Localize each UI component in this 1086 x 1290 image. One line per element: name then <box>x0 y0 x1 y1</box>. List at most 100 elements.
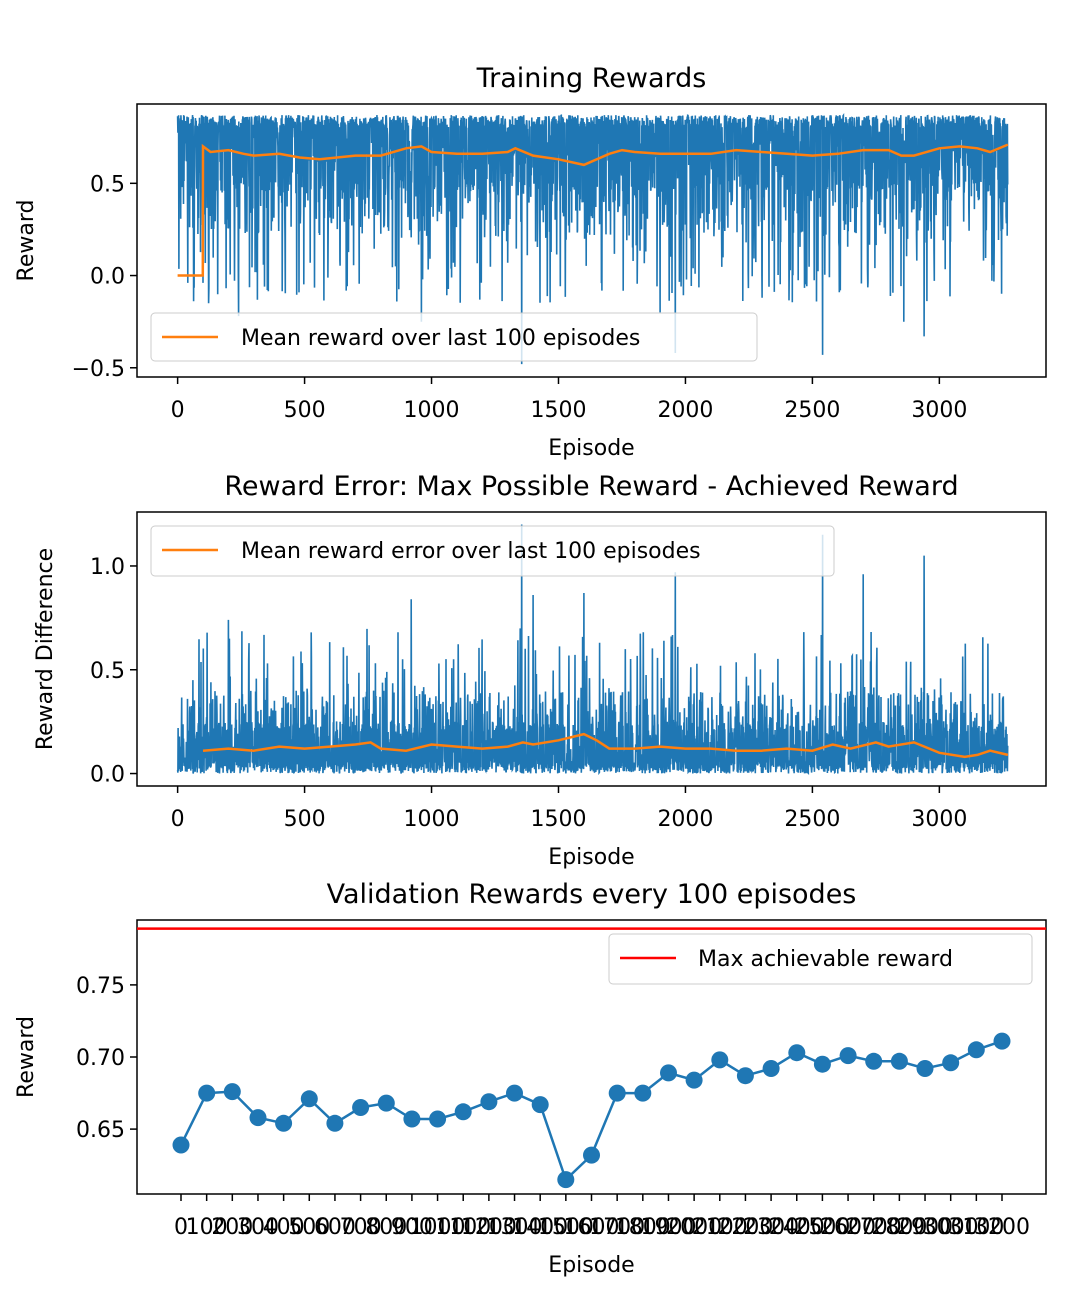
x-tick-label: 600 <box>314 1215 356 1240</box>
x-tick-label: 2200 <box>717 1215 773 1240</box>
x-tick-label: 1000 <box>404 807 460 832</box>
validation-reward-point <box>429 1110 447 1128</box>
validation-reward-point <box>352 1099 370 1116</box>
x-tick-label: 2800 <box>871 1215 927 1240</box>
validation-reward-point <box>531 1096 549 1114</box>
mean-reward-error-line <box>202 732 1009 759</box>
x-tick-label: 900 <box>391 1215 433 1240</box>
y-axis-label: Reward <box>14 200 39 282</box>
y-tick-label: −0.5 <box>72 357 125 382</box>
x-tick-label: 700 <box>340 1215 382 1240</box>
validation-reward-point <box>916 1060 934 1077</box>
x-tick-label: 1300 <box>487 1215 543 1240</box>
y-tick-label: 0.65 <box>76 1118 125 1143</box>
y-tick-label: 0.75 <box>76 974 125 999</box>
x-tick-label: 3000 <box>911 398 967 423</box>
validation-reward-point <box>890 1052 908 1070</box>
x-tick-label: 1400 <box>512 1215 568 1240</box>
reward-per-episode-line <box>176 113 1009 365</box>
x-tick-label: 1700 <box>589 1215 645 1240</box>
x-tick-label: 1000 <box>404 398 460 423</box>
legend-box <box>150 312 758 362</box>
chart-title: Reward Error: Max Possible Reward - Achi… <box>224 471 958 502</box>
validation-reward-point <box>377 1094 395 1112</box>
legend-label: Mean reward error over last 100 episodes <box>241 539 701 564</box>
y-tick-label: 0.5 <box>90 659 125 684</box>
x-tick-label: 500 <box>284 807 326 832</box>
x-tick-label: 0 <box>174 1215 188 1240</box>
x-tick-label: 3100 <box>948 1215 1004 1240</box>
validation-reward-point <box>736 1067 754 1085</box>
plot-frame <box>136 511 1047 787</box>
x-tick-label: 2500 <box>784 807 840 832</box>
x-tick-label: 2000 <box>666 1215 722 1240</box>
plot-frame <box>136 103 1047 378</box>
y-axis-label: Reward <box>14 1016 39 1098</box>
validation-reward-point <box>403 1110 421 1128</box>
validation-reward-point <box>839 1047 857 1065</box>
y-axis-label: Reward Difference <box>33 548 58 750</box>
y-tick-label: 0.70 <box>76 1046 125 1071</box>
reward-error-per-episode-line <box>176 524 1009 776</box>
validation-reward-point <box>634 1084 652 1102</box>
x-tick-label: 1500 <box>530 807 586 832</box>
x-tick-label: 2400 <box>769 1215 825 1240</box>
x-tick-label: 1500 <box>530 398 586 423</box>
validation-reward-point <box>608 1084 626 1102</box>
x-tick-label: 1900 <box>640 1215 696 1240</box>
validation-reward-point <box>967 1041 985 1059</box>
validation-reward-point <box>685 1071 703 1089</box>
x-tick-label: 3000 <box>923 1215 979 1240</box>
y-tick-label: 1.0 <box>90 555 125 580</box>
x-tick-label: 500 <box>288 1215 330 1240</box>
x-tick-label: 2100 <box>692 1215 748 1240</box>
validation-reward-point <box>711 1051 729 1069</box>
validation-reward-point <box>172 1136 190 1154</box>
x-tick-label: 2000 <box>657 398 713 423</box>
validation-reward-point <box>198 1084 216 1102</box>
y-tick-label: 0.5 <box>90 172 125 197</box>
validation-reward-point <box>813 1055 831 1073</box>
legend-box <box>608 933 1033 985</box>
x-axis-label: Episode <box>548 1253 634 1278</box>
x-tick-label: 100 <box>186 1215 228 1240</box>
legend-label: Max achievable reward <box>698 947 953 972</box>
validation-reward-point <box>942 1054 960 1072</box>
x-tick-label: 1600 <box>564 1215 620 1240</box>
x-tick-label: 200 <box>211 1215 253 1240</box>
x-tick-label: 3000 <box>911 807 967 832</box>
x-tick-label: 1500 <box>538 1215 594 1240</box>
mean-reward-line <box>177 143 1009 277</box>
x-tick-label: 2600 <box>820 1215 876 1240</box>
validation-reward-point <box>454 1103 472 1121</box>
x-tick-label: 0 <box>171 807 185 832</box>
x-tick-label: 2900 <box>897 1215 953 1240</box>
x-tick-label: 2700 <box>846 1215 902 1240</box>
x-tick-label: 500 <box>284 398 326 423</box>
x-tick-label: 1200 <box>461 1215 517 1240</box>
validation-reward-point <box>223 1083 241 1101</box>
validation-reward-point <box>300 1090 318 1108</box>
reward-error-chart: Reward Error: Max Possible Reward - Achi… <box>33 471 1047 870</box>
validation-reward-point <box>506 1084 523 1102</box>
validation-reward-point <box>249 1109 267 1127</box>
validation-reward-point <box>660 1064 677 1082</box>
x-tick-label: 300 <box>237 1215 279 1240</box>
chart-title: Validation Rewards every 100 episodes <box>327 879 857 910</box>
validation-reward-point <box>762 1060 780 1077</box>
validation-reward-point <box>993 1032 1011 1050</box>
x-tick-label: 400 <box>263 1215 305 1240</box>
validation-reward-point <box>326 1114 344 1132</box>
x-tick-label: 2500 <box>784 398 840 423</box>
chart-title: Training Rewards <box>476 63 707 94</box>
validation-reward-point <box>788 1044 806 1062</box>
validation-reward-point <box>275 1114 293 1132</box>
x-tick-label: 800 <box>365 1215 407 1240</box>
x-tick-label: 2300 <box>743 1215 799 1240</box>
x-tick-label: 1000 <box>410 1215 466 1240</box>
x-tick-label: 1800 <box>615 1215 671 1240</box>
validation-reward-point <box>557 1171 575 1189</box>
x-tick-label: 0 <box>171 398 185 423</box>
x-tick-label: 1100 <box>435 1215 491 1240</box>
legend-label: Mean reward over last 100 episodes <box>241 326 640 351</box>
